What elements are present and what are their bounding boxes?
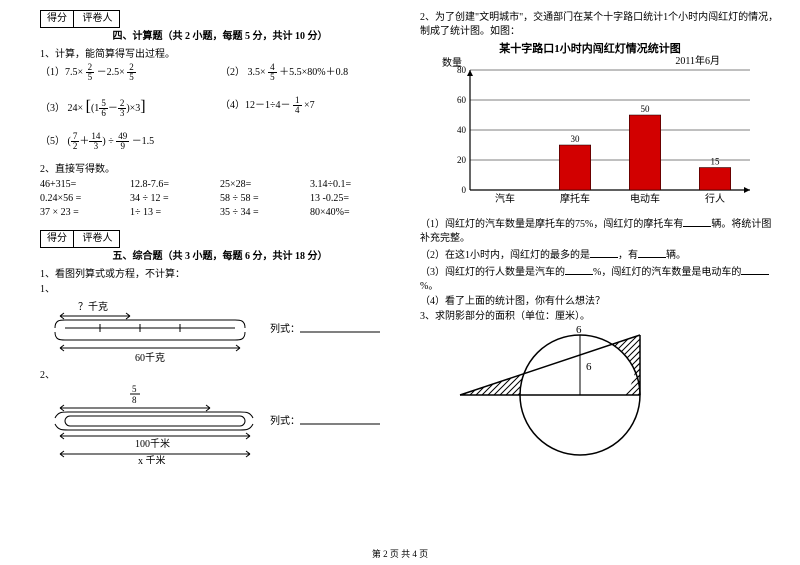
mental-row-1: 46+315=12.8-7.6=25×28=3.14÷0.1=	[40, 178, 400, 192]
expr-1: （1）7.5× 25 －2.5× 25	[40, 63, 220, 82]
score-box-2: 得分 评卷人	[40, 230, 120, 248]
diag2-frac-n: 5	[132, 384, 137, 394]
page-footer: 第 2 页 共 4 页	[0, 548, 800, 561]
r-s4: （4）看了上面的统计图，你有什么想法？	[420, 295, 780, 309]
diag2-xkm: x 千米	[138, 454, 166, 464]
geo-label-a: 6	[576, 325, 582, 336]
mental-row-2: 0.24×56 =34 ÷ 12 =58 ÷ 58 =13 -0.25=	[40, 192, 400, 206]
section5-title: 五、综合题（共 3 小题，每题 6 分，共计 18 分）	[40, 250, 400, 264]
svg-text:2011年6月: 2011年6月	[675, 54, 720, 67]
svg-text:20: 20	[457, 155, 467, 165]
svg-text:0: 0	[462, 185, 467, 195]
diag2-frac-d: 8	[132, 395, 137, 405]
svg-text:40: 40	[457, 125, 467, 135]
svg-text:50: 50	[641, 104, 651, 114]
section4-title: 四、计算题（共 2 小题，每题 5 分，共计 10 分）	[40, 30, 400, 44]
grader-label: 评卷人	[77, 11, 119, 27]
diag1-bottom-label: 60千克	[135, 352, 165, 364]
q5-1-1: 1、	[40, 283, 400, 297]
svg-text:80: 80	[457, 65, 467, 75]
svg-text:30: 30	[571, 134, 581, 144]
diag1-lieshi: 列式：	[270, 322, 300, 335]
q4-2: 2、直接写得数。	[40, 163, 400, 177]
expr-3: （3） 24× [(156－23)×3]	[40, 96, 220, 118]
geo-label-b: 6	[586, 361, 592, 373]
svg-text:电动车: 电动车	[630, 192, 660, 205]
svg-text:某十字路口1小时内闯红灯情况统计图: 某十字路口1小时内闯红灯情况统计图	[498, 41, 681, 55]
expr-5: （5） (72＋143) ÷ 499 －1.5	[40, 132, 400, 151]
svg-text:60: 60	[457, 95, 467, 105]
diag2-lieshi: 列式：	[270, 414, 300, 427]
bar-chart: 某十字路口1小时内闯红灯情况统计图2011年6月数量020406080汽车30摩…	[420, 40, 780, 215]
q5-1: 1、看图列算式或方程，不计算：	[40, 268, 400, 282]
mental-row-3: 37 × 23 =1÷ 13 =35 ÷ 34 =80×40%=	[40, 206, 400, 220]
diagram-1: ？千克 60千克 列式：	[40, 298, 400, 368]
geometry-figure: 6 6	[420, 325, 780, 520]
svg-text:摩托车: 摩托车	[560, 192, 590, 205]
q-right-2: 2、为了创建"文明城市"，交通部门在某个十字路口统计1个小时内闯红灯的情况，制成…	[420, 11, 780, 39]
diagram-2: 5 8 100千米 x 千米 列式：	[40, 384, 400, 464]
svg-text:15: 15	[711, 157, 721, 167]
expr-4: （4）12－1÷4－ 14 ×7	[220, 96, 400, 118]
q-right-3: 3、求阴影部分的面积（单位：厘米）。	[420, 310, 780, 324]
score-box: 得分 评卷人	[40, 10, 120, 28]
score-label: 得分	[41, 11, 74, 27]
expr-2: （2） 3.5× 45 ＋5.5×80%＋0.8	[220, 63, 400, 82]
q4-1: 1、计算，能简算得写出过程。	[40, 48, 400, 62]
r-s3: （3）闯红灯的行人数量是汽车的%，闯红灯的汽车数量是电动车的%。	[420, 264, 780, 294]
diag1-top-label: ？千克	[78, 301, 108, 313]
r-s2: （2）在这1小时内，闯红灯的最多的是，有辆。	[420, 247, 780, 263]
svg-text:汽车: 汽车	[495, 192, 515, 205]
diag2-100km: 100千米	[135, 437, 170, 450]
r-s1: （1）闯红灯的汽车数量是摩托车的75%，闯红灯的摩托车有辆。将统计图补充完整。	[420, 216, 780, 246]
svg-text:行人: 行人	[705, 192, 725, 205]
q5-1-2: 2、	[40, 369, 400, 383]
